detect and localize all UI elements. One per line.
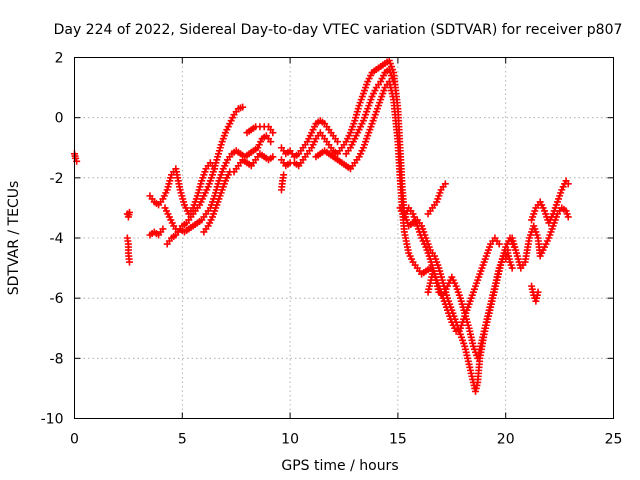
y-tick-labels: -10 -8 -6 -4 -2 0 2 — [41, 51, 64, 428]
y-tick-label: -6 — [50, 291, 64, 307]
data-point — [534, 288, 542, 296]
data-point — [125, 258, 133, 266]
y-tick-label: -8 — [50, 351, 64, 367]
data-point — [267, 138, 275, 146]
x-tick-label: 20 — [497, 432, 515, 448]
axis-ticks — [74, 57, 614, 419]
x-tick-label: 0 — [70, 432, 79, 448]
y-tick-label: -4 — [50, 231, 64, 247]
data-point — [564, 180, 572, 188]
x-tick-label: 15 — [389, 432, 407, 448]
data-point — [495, 240, 503, 248]
grid-lines — [74, 57, 614, 419]
data-point — [508, 264, 516, 272]
data-point — [159, 225, 167, 233]
data-point — [441, 180, 449, 188]
x-tick-label: 5 — [178, 432, 187, 448]
data-point — [269, 129, 277, 137]
data-point — [239, 103, 247, 111]
data-markers — [71, 57, 572, 395]
data-point — [125, 208, 133, 216]
data-point — [428, 270, 436, 278]
x-tick-label: 10 — [281, 432, 299, 448]
y-tick-label: 2 — [55, 51, 64, 67]
data-point — [564, 213, 572, 221]
y-tick-label: -2 — [50, 171, 64, 187]
x-tick-labels: 0 5 10 15 20 25 — [70, 432, 622, 448]
chart-title: Day 224 of 2022, Sidereal Day-to-day VTE… — [54, 22, 623, 38]
data-point — [334, 138, 342, 146]
y-tick-label: 0 — [55, 111, 64, 127]
data-point — [280, 171, 288, 179]
y-axis-label: SDTVAR / TECUs — [6, 181, 22, 296]
data-point — [269, 153, 277, 161]
x-axis-label: GPS time / hours — [281, 458, 398, 474]
y-tick-label: -10 — [41, 412, 64, 428]
data-point — [390, 78, 398, 86]
x-tick-label: 25 — [605, 432, 623, 448]
